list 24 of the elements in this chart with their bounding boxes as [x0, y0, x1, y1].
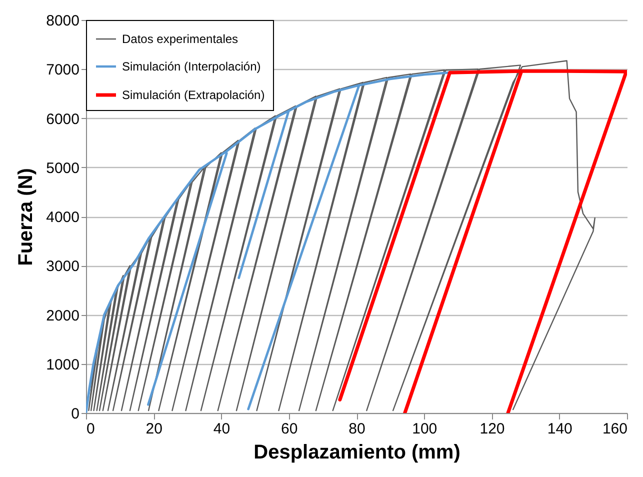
y-tick-label: 6000	[46, 110, 80, 128]
y-tick-label: 8000	[46, 12, 80, 30]
legend-label: Datos experimentales	[122, 32, 238, 46]
x-tick-label: 60	[281, 420, 298, 438]
x-tick-label: 140	[547, 420, 572, 438]
x-tick-label: 100	[412, 420, 438, 438]
y-tick-label: 4000	[46, 209, 80, 226]
y-tick-label: 2000	[46, 307, 80, 324]
x-axis-title: Desplazamiento (mm)	[254, 442, 460, 464]
x-tick-label: 160	[602, 420, 628, 438]
line-series	[86, 60, 596, 413]
y-tick-label: 7000	[46, 62, 80, 79]
x-tick-label: 120	[480, 420, 505, 438]
y-tick-label: 5000	[46, 160, 80, 177]
x-tick-label: 40	[213, 420, 230, 438]
x-tick-label: 80	[348, 420, 366, 438]
legend-label: Simulación (Extrapolación)	[122, 88, 265, 102]
x-tick-label: 0	[86, 420, 95, 438]
y-tick-label: 1000	[46, 356, 80, 374]
y-tick-label: 3000	[46, 258, 80, 276]
legend-label: Simulación (Interpolación)	[122, 60, 261, 74]
y-tick-label: 0	[71, 406, 80, 422]
y-axis-title: Fuerza (N)	[15, 168, 38, 266]
x-tick-label: 20	[146, 420, 162, 438]
